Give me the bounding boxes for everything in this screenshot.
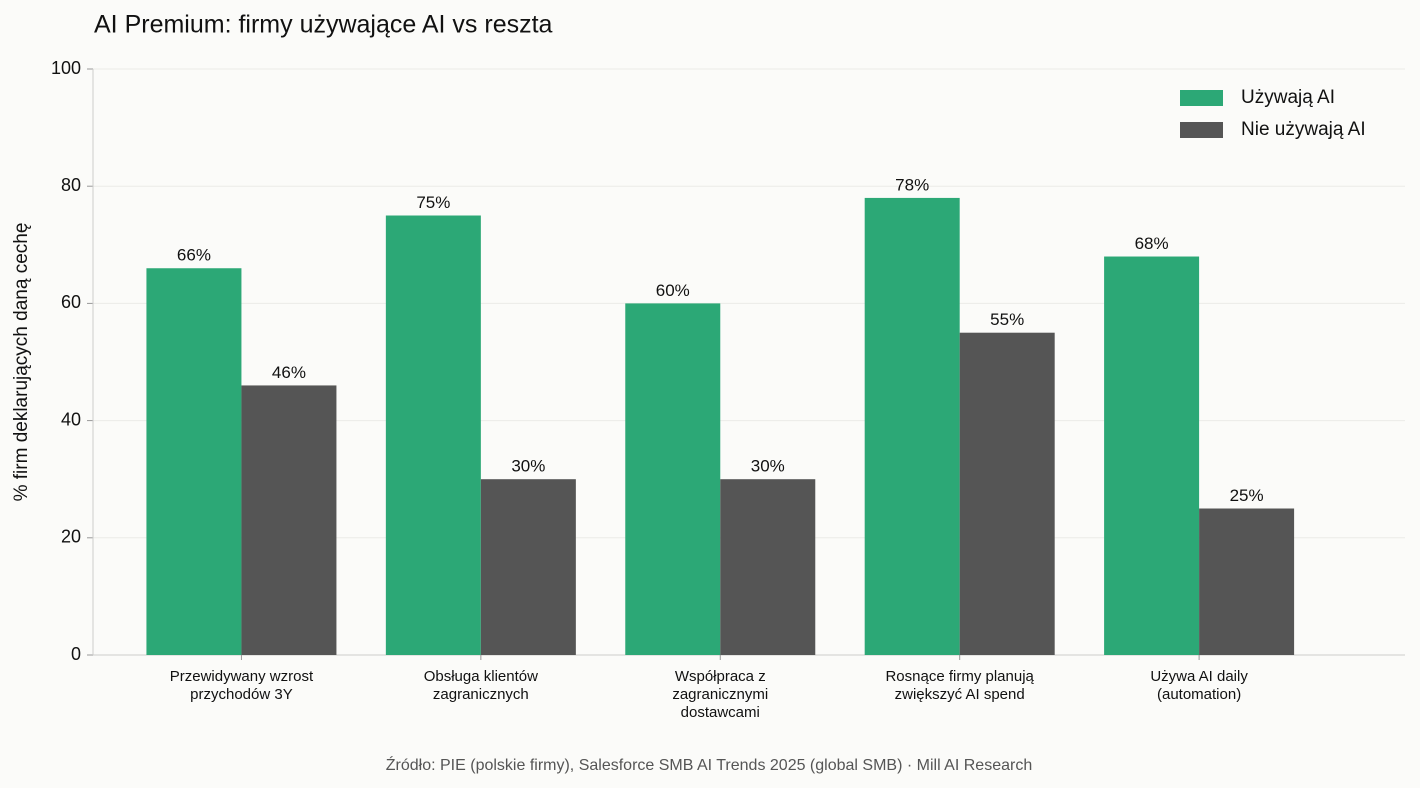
value-label: 75% — [416, 193, 450, 212]
bar — [146, 268, 242, 655]
value-label: 68% — [1135, 234, 1169, 253]
legend-label: Nie używają AI — [1241, 119, 1366, 140]
y-tick-label: 80 — [61, 175, 81, 195]
y-axis-label: % firm deklarujących daną cechę — [11, 223, 32, 502]
legend-swatch — [1180, 90, 1223, 106]
bar — [1199, 508, 1295, 655]
value-label: 55% — [990, 310, 1024, 329]
bar — [959, 332, 1055, 655]
x-tick-label: Rosnące firmy planują zwiększyć AI spend — [885, 668, 1034, 703]
value-label: 46% — [272, 363, 306, 382]
y-tick-label: 60 — [61, 292, 81, 312]
y-tick-label: 100 — [51, 58, 81, 78]
bar — [864, 197, 960, 656]
value-label: 78% — [895, 175, 929, 194]
source-note: Źródło: PIE (polskie firmy), Salesforce … — [386, 755, 1032, 774]
value-label: 30% — [511, 457, 545, 476]
legend-label: Używają AI — [1241, 87, 1335, 108]
bar — [1104, 256, 1200, 655]
legend-swatch — [1180, 122, 1223, 138]
x-tick-label: Używa AI daily (automation) — [1150, 668, 1248, 703]
bar — [241, 385, 337, 655]
bar — [480, 479, 576, 655]
bar — [385, 215, 481, 655]
bar — [720, 479, 816, 655]
y-tick-label: 40 — [61, 409, 81, 429]
x-tick-label: Obsługa klientów zagranicznych — [423, 668, 538, 703]
chart-title: AI Premium: firmy używające AI vs reszta — [94, 11, 553, 39]
value-label: 25% — [1230, 486, 1264, 505]
x-tick-label: Przewidywany wzrost przychodów 3Y — [169, 668, 314, 703]
value-label: 30% — [751, 457, 785, 476]
y-tick-label: 0 — [71, 644, 81, 664]
value-label: 60% — [656, 281, 690, 300]
x-tick-label: Współpraca z zagranicznymi dostawcami — [672, 668, 769, 721]
bar — [625, 303, 721, 655]
y-tick-label: 20 — [61, 527, 81, 547]
value-label: 66% — [177, 246, 211, 265]
